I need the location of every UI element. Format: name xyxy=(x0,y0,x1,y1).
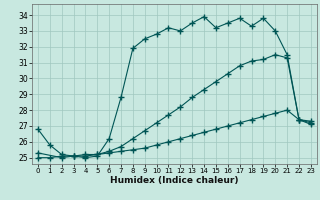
X-axis label: Humidex (Indice chaleur): Humidex (Indice chaleur) xyxy=(110,176,239,185)
